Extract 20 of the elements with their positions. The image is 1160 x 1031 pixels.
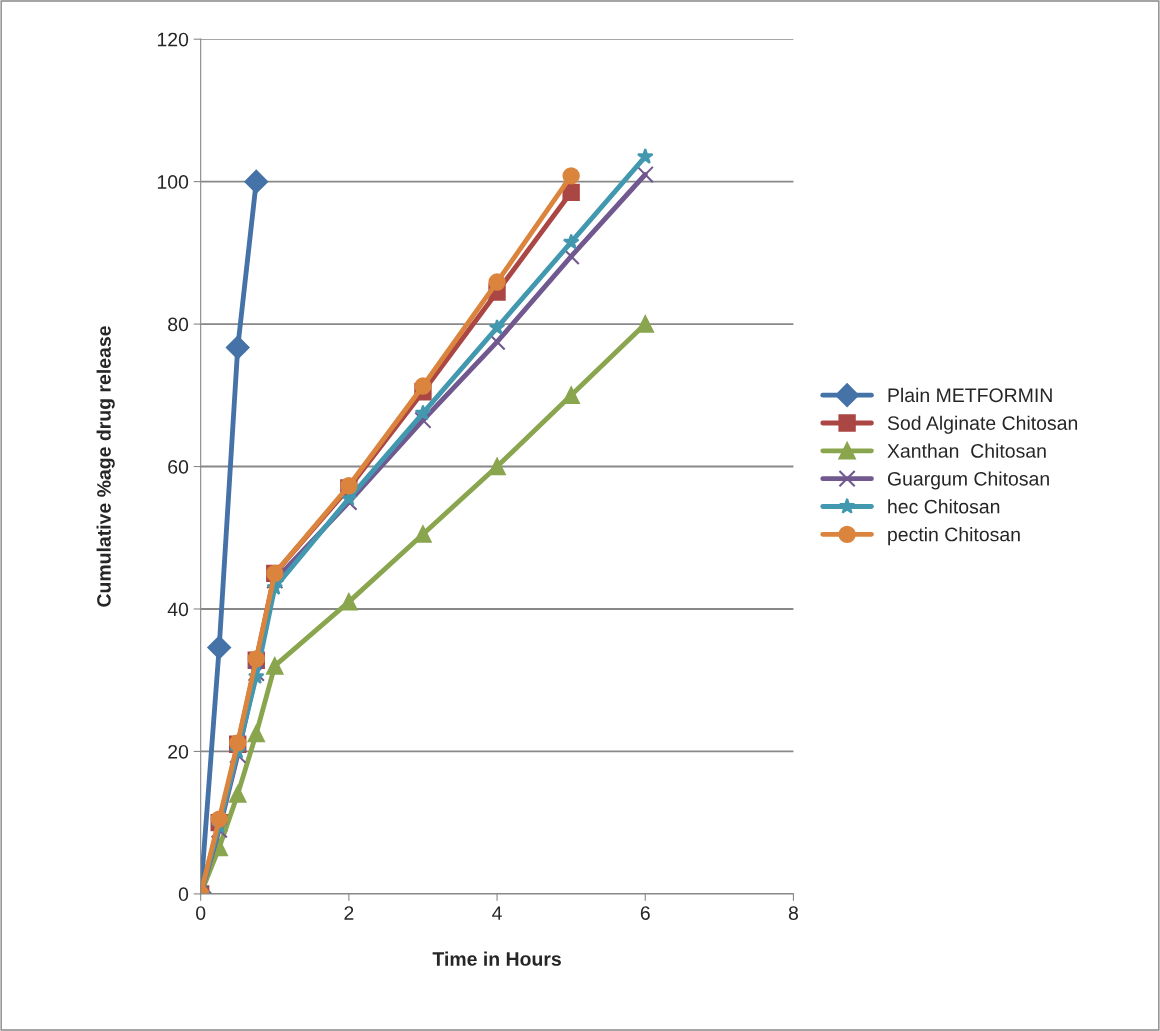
y-tick-label: 60 (168, 460, 189, 474)
y-axis-title: Cumulative %age drug release (96, 326, 115, 607)
legend-label: Plain METFORMIN (888, 387, 1052, 403)
y-tick-label: 0 (178, 887, 189, 902)
legend-label: hec Chitosan (888, 499, 1000, 514)
x-axis-title: Time in Hours (432, 951, 561, 966)
x-tick-label: 2 (344, 906, 354, 920)
legend-label: pectin Chitosan (888, 527, 1020, 546)
legend-label: Guargum Chitosan (887, 471, 1049, 490)
x-tick-label: 8 (788, 906, 798, 920)
x-tick-label: 0 (196, 906, 206, 920)
y-tick-label: 100 (157, 175, 189, 189)
y-tick-label: 20 (168, 744, 189, 759)
x-tick-label: 6 (640, 906, 650, 920)
legend-label: Xanthan Chitosan (887, 443, 1046, 458)
y-tick-label: 120 (157, 32, 189, 47)
x-tick-label: 4 (492, 906, 502, 920)
y-tick-label: 80 (168, 317, 189, 332)
y-tick-label: 40 (167, 602, 189, 617)
legend-label: Sod Alginate Chitosan (887, 415, 1078, 434)
